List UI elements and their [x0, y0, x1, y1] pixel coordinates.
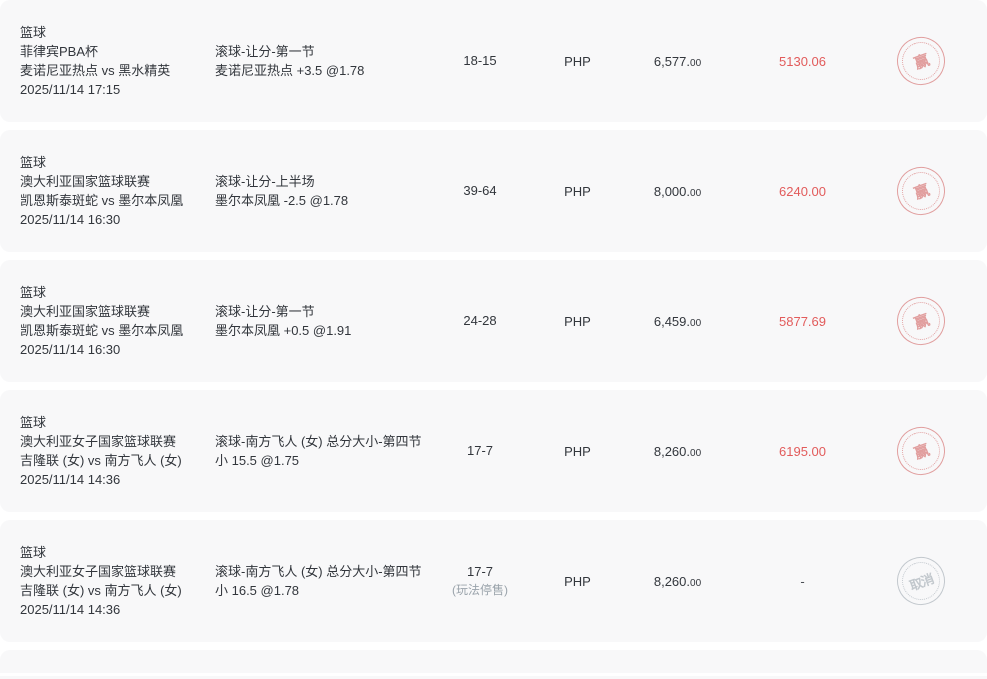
event-datetime: 2025/11/14 14:36 — [20, 472, 121, 487]
bet-type: 滚球-让分-第一节 — [215, 44, 315, 59]
stake-amount-whole: 6,459. — [653, 313, 691, 329]
win-stamp-icon: 赢 — [890, 160, 952, 222]
score-value: 17-7 — [466, 443, 494, 458]
bet-info: 滚球-南方飞人 (女) 总分大小-第四节 小 15.5 @1.75 — [215, 432, 430, 470]
bet-info: 滚球-让分-上半场 墨尔本凤凰 -2.5 @1.78 — [215, 172, 430, 210]
stamp-cell: 赢 — [890, 160, 952, 222]
row-divider — [0, 673, 987, 676]
stamp-cell: 取消 — [890, 550, 952, 612]
bet-info: 滚球-让分-第一节 麦诺尼亚热点 +3.5 @1.78 — [215, 42, 430, 80]
sport-label: 篮球 — [20, 415, 47, 430]
bet-type: 滚球-让分-第一节 — [215, 304, 315, 319]
event-info: 篮球 澳大利亚国家篮球联赛 凯恩斯泰斑蛇 vs 墨尔本凤凰 2025/11/14… — [20, 153, 215, 229]
bet-info: 滚球-南方飞人 (女) 总分大小-第四节 小 16.5 @1.78 — [215, 562, 430, 600]
stake-amount-whole: 8,000. — [653, 183, 691, 199]
bet-type: 滚球-南方飞人 (女) 总分大小-第四节 — [215, 434, 422, 449]
teams: 凯恩斯泰斑蛇 vs 墨尔本凤凰 — [20, 193, 184, 208]
score-value: 24-28 — [463, 313, 497, 328]
score-cell: 24-28 — [430, 312, 530, 330]
event-info: 篮球 澳大利亚女子国家篮球联赛 吉隆联 (女) vs 南方飞人 (女) 2025… — [20, 413, 215, 489]
win-amount: 6240.00 — [779, 183, 826, 199]
event-info: 篮球 澳大利亚国家篮球联赛 凯恩斯泰斑蛇 vs 墨尔本凤凰 2025/11/14… — [20, 283, 215, 359]
bet-record-row[interactable]: 篮球 澳大利亚国家篮球联赛 凯恩斯泰斑蛇 vs 墨尔本凤凰 2025/11/14… — [0, 260, 987, 382]
stake-amount-whole: 8,260. — [653, 573, 691, 589]
score-value: 18-15 — [463, 53, 497, 68]
stake-amount: 6,577.00 — [625, 54, 730, 69]
score-value: 39-64 — [463, 183, 497, 198]
league-name: 澳大利亚国家篮球联赛 — [20, 174, 151, 189]
stake-amount: 8,260.00 — [625, 444, 730, 459]
event-info: 篮球 澳大利亚女子国家篮球联赛 吉隆联 (女) vs 南方飞人 (女) 2025… — [20, 543, 215, 619]
win-stamp-icon: 赢 — [890, 290, 952, 352]
score-note: (玩法停售) — [452, 583, 508, 597]
stamp-dotted-ring — [896, 296, 946, 346]
win-amount: - — [800, 573, 805, 589]
league-name: 澳大利亚国家篮球联赛 — [20, 304, 151, 319]
event-datetime: 2025/11/14 14:36 — [20, 602, 121, 617]
event-datetime: 2025/11/14 17:15 — [20, 82, 121, 97]
stamp-dotted-ring — [896, 166, 946, 216]
stamp-dotted-ring — [896, 36, 946, 86]
event-datetime: 2025/11/14 16:30 — [20, 342, 121, 357]
score-cell: 39-64 — [430, 182, 530, 200]
bet-pick: 墨尔本凤凰 -2.5 @1.78 — [215, 193, 349, 208]
bet-record-row[interactable]: 篮球 菲律宾PBA杯 麦诺尼亚热点 vs 黑水精英 2025/11/14 17:… — [0, 0, 987, 122]
currency-cell: PHP — [564, 313, 591, 329]
currency-cell: PHP — [564, 443, 591, 459]
league-name: 澳大利亚女子国家篮球联赛 — [20, 434, 177, 449]
cancel-stamp-icon: 取消 — [890, 550, 952, 612]
stamp-cell: 赢 — [890, 290, 952, 352]
stake-amount: 8,000.00 — [625, 184, 730, 199]
sport-label: 篮球 — [20, 285, 47, 300]
sport-label: 篮球 — [20, 155, 47, 170]
bet-pick: 小 16.5 @1.78 — [215, 583, 300, 598]
currency-cell: PHP — [564, 573, 591, 589]
sport-label: 篮球 — [20, 25, 47, 40]
stamp-dotted-ring — [896, 426, 946, 476]
bet-record-row[interactable]: 篮球 澳大利亚女子国家篮球联赛 吉隆联 (女) vs 南方飞人 (女) 2025… — [0, 390, 987, 512]
bet-pick: 麦诺尼亚热点 +3.5 @1.78 — [215, 63, 365, 78]
score-cell: 17-7 — [430, 442, 530, 460]
win-amount: 5130.06 — [779, 53, 826, 69]
stamp-dotted-ring — [896, 556, 946, 606]
score-cell: 18-15 — [430, 52, 530, 70]
win-amount: 6195.00 — [779, 443, 826, 459]
sport-label: 篮球 — [20, 545, 47, 560]
score-value: 17-7 — [466, 564, 494, 579]
bet-pick: 小 15.5 @1.75 — [215, 453, 300, 468]
bet-info: 滚球-让分-第一节 墨尔本凤凰 +0.5 @1.91 — [215, 302, 430, 340]
stake-amount-cents: 00 — [690, 317, 702, 329]
bet-record-row[interactable]: 篮球 澳大利亚女子国家篮球联赛 吉隆联 (女) vs 南方飞人 (女) 2025… — [0, 520, 987, 642]
stake-amount-cents: 00 — [690, 577, 702, 589]
stake-amount: 6,459.00 — [625, 314, 730, 329]
event-datetime: 2025/11/14 16:30 — [20, 212, 121, 227]
win-stamp-icon: 赢 — [890, 420, 952, 482]
bet-record-row-partial — [0, 650, 987, 679]
stake-amount-whole: 8,260. — [653, 443, 691, 459]
stamp-cell: 赢 — [890, 420, 952, 482]
bet-type: 滚球-南方飞人 (女) 总分大小-第四节 — [215, 564, 422, 579]
currency-cell: PHP — [564, 183, 591, 199]
stamp-cell: 赢 — [890, 30, 952, 92]
teams: 吉隆联 (女) vs 南方飞人 (女) — [20, 583, 182, 598]
win-stamp-icon: 赢 — [890, 30, 952, 92]
bet-type: 滚球-让分-上半场 — [215, 174, 315, 189]
stake-amount: 8,260.00 — [625, 574, 730, 589]
currency-cell: PHP — [564, 53, 591, 69]
score-cell: 17-7 (玩法停售) — [430, 563, 530, 599]
event-info: 篮球 菲律宾PBA杯 麦诺尼亚热点 vs 黑水精英 2025/11/14 17:… — [20, 23, 215, 99]
league-name: 菲律宾PBA杯 — [20, 44, 99, 59]
bet-pick: 墨尔本凤凰 +0.5 @1.91 — [215, 323, 352, 338]
stake-amount-cents: 00 — [690, 447, 702, 459]
stake-amount-cents: 00 — [690, 187, 702, 199]
win-amount: 5877.69 — [779, 313, 826, 329]
stake-amount-cents: 00 — [690, 57, 702, 69]
bet-record-row[interactable]: 篮球 澳大利亚国家篮球联赛 凯恩斯泰斑蛇 vs 墨尔本凤凰 2025/11/14… — [0, 130, 987, 252]
stake-amount-whole: 6,577. — [653, 53, 691, 69]
league-name: 澳大利亚女子国家篮球联赛 — [20, 564, 177, 579]
teams: 吉隆联 (女) vs 南方飞人 (女) — [20, 453, 182, 468]
teams: 麦诺尼亚热点 vs 黑水精英 — [20, 63, 171, 78]
teams: 凯恩斯泰斑蛇 vs 墨尔本凤凰 — [20, 323, 184, 338]
